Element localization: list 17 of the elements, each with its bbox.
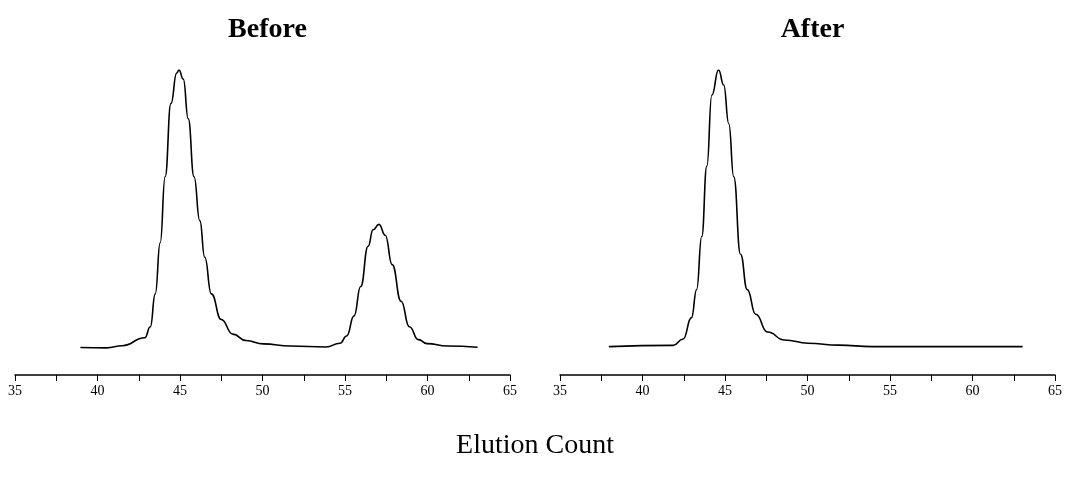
chart-title: Before bbox=[228, 11, 307, 43]
x-tick-label: 65 bbox=[1048, 382, 1062, 398]
x-tick-label: 65 bbox=[503, 382, 517, 398]
x-tick-label: 35 bbox=[553, 382, 567, 398]
x-tick-label: 55 bbox=[338, 382, 352, 398]
x-tick-label: 50 bbox=[800, 382, 815, 398]
x-tick-label: 50 bbox=[255, 382, 270, 398]
x-tick-label: 45 bbox=[718, 382, 732, 398]
x-tick-label: 40 bbox=[90, 382, 105, 398]
x-axis-title: Elution Count bbox=[455, 428, 615, 460]
x-tick-label: 40 bbox=[635, 382, 650, 398]
chart-title: After bbox=[780, 11, 845, 43]
x-tick-label: 55 bbox=[883, 382, 897, 398]
x-tick-label: 45 bbox=[173, 382, 187, 398]
x-tick-label: 60 bbox=[965, 382, 980, 398]
x-tick-label: 60 bbox=[420, 382, 435, 398]
x-tick-label: 35 bbox=[8, 382, 22, 398]
